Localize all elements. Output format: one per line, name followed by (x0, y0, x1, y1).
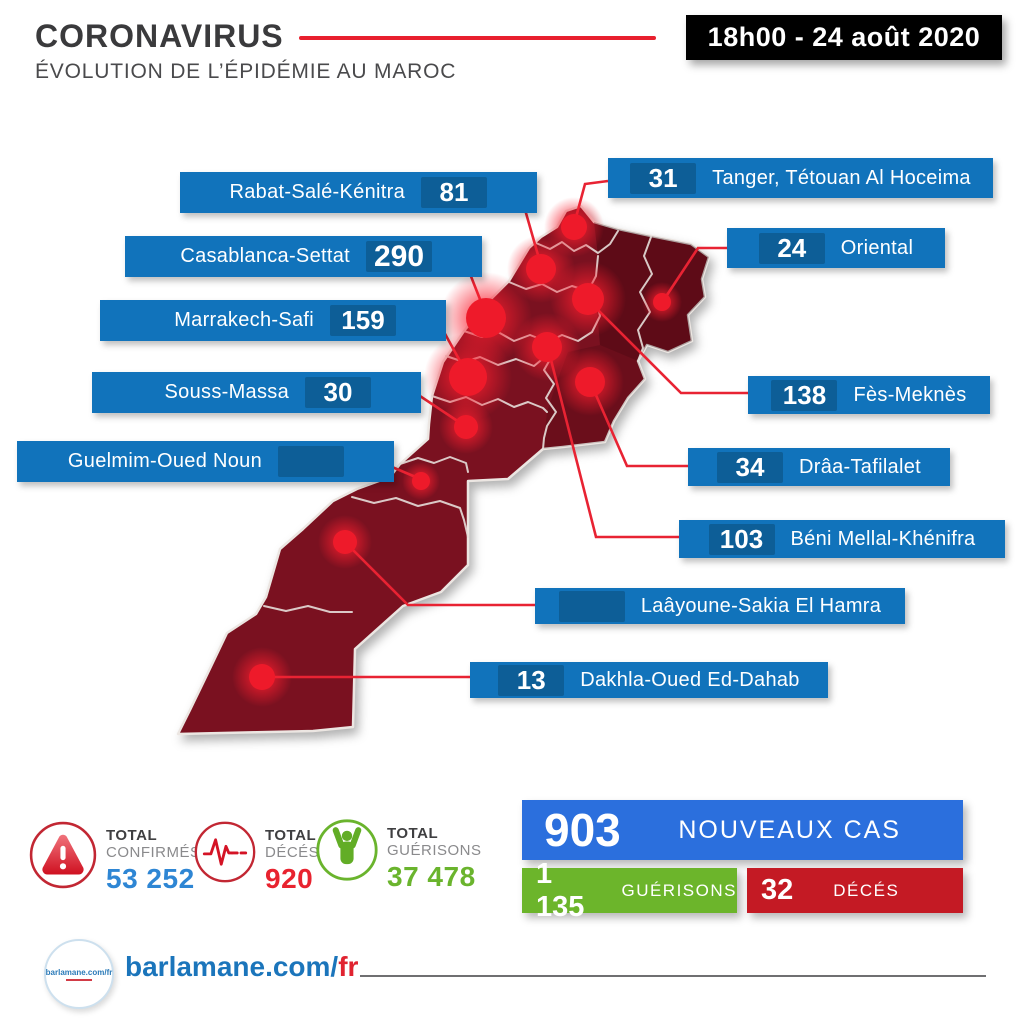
new-cases-value: 903 (544, 804, 621, 856)
total-label: TOTAL (106, 827, 158, 844)
deaths-label: DÉCÉS (833, 880, 900, 900)
region-value: 34 (716, 451, 783, 483)
case-dot-guelmim (402, 462, 440, 500)
total-label: TOTAL (265, 827, 317, 844)
region-value (558, 590, 625, 622)
heartbeat-icon (194, 821, 256, 883)
deaths-banner: 32 DÉCÉS (747, 868, 963, 913)
region-value: 31 (630, 162, 697, 194)
region-name: Fès-Meknès (853, 383, 967, 406)
total-sublabel: CONFIRMÉS (106, 843, 201, 861)
region-name: Drâa-Tafilalet (798, 455, 922, 478)
page-title: CORONAVIRUS (35, 18, 284, 54)
total-recovered: TOTAL GUÉRISONS 37 478 (315, 818, 482, 893)
region-name: Casablanca-Settat (180, 245, 350, 267)
logo-rule (66, 978, 92, 981)
case-dot-oriental (642, 282, 682, 322)
region-label-souss: Souss-Massa 30 (92, 372, 421, 413)
recoveries-label: GUÉRISONS (621, 880, 737, 900)
new-cases-label: NOUVEAUX CAS (678, 815, 901, 844)
region-label-dakhla: 13 Dakhla-Oued Ed-Dahab (470, 662, 828, 698)
region-value: 81 (421, 177, 487, 208)
footer-rule (360, 975, 986, 977)
map-case-dots (232, 197, 682, 707)
total-sublabel: GUÉRISONS (387, 841, 482, 859)
total-confirmed-value: 53 252 (106, 863, 195, 894)
region-name: Guelmim-Oued Noun (67, 450, 262, 472)
logo-text: barlamane.com/fr (45, 967, 113, 977)
site-link[interactable]: barlamane.com/fr (125, 951, 358, 983)
region-value: 159 (330, 305, 396, 336)
region-value: 290 (366, 240, 432, 273)
case-dot-dakhla (232, 647, 292, 707)
case-dot-laayoune (318, 515, 372, 569)
recoveries-value: 1 135 (536, 857, 585, 923)
barlamane-logo: barlamane.com/fr (44, 939, 114, 1009)
total-recovered-value: 37 478 (387, 861, 476, 892)
region-label-draa: 34 Drâa-Tafilalet (688, 448, 950, 486)
region-name: Rabat-Salé-Kénitra (229, 181, 405, 203)
region-label-beni-mellal: 103 Béni Mellal-Khénifra (679, 520, 1005, 558)
total-deaths-value: 920 (265, 863, 314, 894)
total-sublabel: DÉCÉS (265, 843, 320, 861)
case-dot-fes (550, 261, 626, 337)
region-value: 24 (758, 232, 825, 264)
region-name: Dakhla-Oued Ed-Dahab (580, 668, 800, 691)
region-label-laayoune: Laâyoune-Sakia El Hamra (535, 588, 905, 624)
site-link-suffix[interactable]: fr (338, 951, 359, 982)
connector-oriental (663, 246, 727, 299)
region-label-casablanca: Casablanca-Settat 290 (125, 236, 482, 277)
alert-icon (29, 821, 97, 889)
recoveries-banner: 1 135 GUÉRISONS (522, 858, 737, 923)
recovered-icon (316, 819, 378, 881)
region-label-marrakech: Marrakech-Safi 159 (100, 300, 446, 341)
connector-beni-mellal (547, 351, 679, 539)
deaths-value: 32 (761, 874, 794, 906)
total-confirmed: TOTAL CONFIRMÉS 53 252 (28, 820, 201, 895)
total-deaths: TOTAL DÉCÉS 920 (193, 820, 319, 895)
connector-laayoune (347, 544, 535, 607)
case-dot-draa (556, 348, 624, 416)
region-label-oriental: 24 Oriental (727, 228, 945, 268)
region-value: 30 (305, 377, 371, 408)
region-value: 138 (771, 379, 838, 411)
region-value: 103 (708, 523, 775, 555)
region-value: 13 (498, 664, 565, 696)
case-dot-marrakech (424, 333, 512, 421)
region-label-guelmim: Guelmim-Oued Noun (17, 441, 394, 482)
new-cases-banner: 903 NOUVEAUX CAS (522, 800, 963, 860)
region-label-fes: 138 Fès-Meknès (748, 376, 990, 414)
region-name: Marrakech-Safi (174, 309, 314, 331)
region-label-rabat: Rabat-Salé-Kénitra 81 (180, 172, 537, 213)
connector-fes (590, 302, 748, 395)
page-subtitle: ÉVOLUTION DE L’ÉPIDÉMIE AU MAROC (35, 60, 457, 83)
region-name: Souss-Massa (164, 381, 289, 403)
title-red-rule (299, 36, 656, 40)
region-label-tanger: 31 Tanger, Tétouan Al Hoceima (608, 158, 993, 198)
case-dot-souss (439, 400, 493, 454)
region-name: Béni Mellal-Khénifra (790, 527, 976, 550)
region-name: Oriental (840, 236, 914, 259)
datetime-badge: 18h00 - 24 août 2020 (686, 15, 1002, 60)
region-name: Laâyoune-Sakia El Hamra (640, 594, 882, 617)
site-link-main[interactable]: barlamane.com/ (125, 951, 339, 982)
region-value (278, 446, 344, 477)
total-label: TOTAL (387, 825, 439, 842)
region-name: Tanger, Tétouan Al Hoceima (712, 166, 971, 189)
